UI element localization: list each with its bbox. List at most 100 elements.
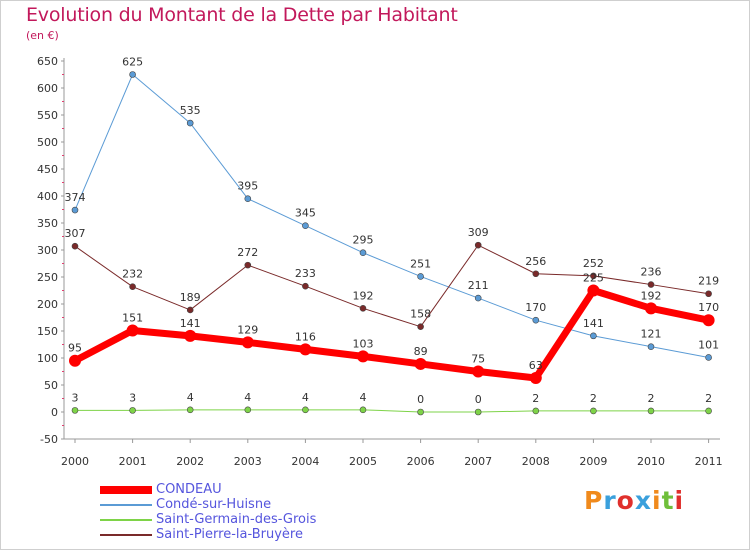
data-point-2-11 [705,407,712,415]
data-point-2-10 [647,407,655,415]
chart-title: Evolution du Montant de la Dette par Hab… [26,4,458,26]
data-label-0-9: 225 [583,272,604,285]
data-label-3-11: 219 [698,275,719,288]
data-point-0-3 [241,336,254,349]
data-point-2-6 [417,408,424,416]
logo-letter: x [634,486,652,515]
data-point-2-4 [302,406,309,414]
data-label-1-11: 101 [698,338,719,351]
legend-label-0: CONDEAU [156,482,222,497]
data-label-0-0: 95 [68,342,82,355]
data-point-1-11 [705,354,712,361]
y-tick-label-650: 650 [37,55,58,68]
legend-swatch-0 [100,485,152,494]
data-point-3-2 [186,306,194,314]
data-point-1-9 [590,332,597,340]
proxiti-logo: Proxiti [584,486,684,515]
data-label-2-1: 3 [129,391,136,404]
data-point-0-4 [299,343,312,356]
data-label-3-1: 232 [122,268,143,281]
data-point-3-10 [647,281,655,288]
data-label-1-9: 141 [583,317,604,330]
data-point-1-8 [532,316,540,324]
data-label-0-10: 192 [641,289,662,302]
logo-letter: o [616,486,635,515]
data-point-3-1 [129,283,136,291]
y-tick-label-400: 400 [37,190,58,203]
logo-letter: t [661,486,675,515]
data-label-0-2: 141 [180,317,201,330]
data-label-0-1: 151 [122,311,143,324]
data-point-1-7 [474,294,482,302]
data-label-1-2: 535 [180,104,201,117]
data-label-2-8: 2 [532,392,539,405]
data-point-3-5 [359,305,367,312]
data-point-0-0 [69,354,81,367]
y-tick-label-550: 550 [37,109,58,122]
data-point-3-9 [590,272,597,280]
y-tick-label-250: 250 [37,271,58,284]
y-tick-label-150: 150 [37,325,58,338]
x-tick-label-2008: 2008 [522,455,550,468]
data-point-1-1 [129,71,136,78]
data-point-2-2 [186,406,194,414]
y-tick-label-0: 0 [51,406,58,419]
data-point-2-5 [359,406,367,414]
data-label-1-5: 295 [353,234,374,247]
data-label-1-10: 121 [641,328,662,341]
logo-letter: i [652,486,662,515]
data-label-3-6: 158 [410,308,431,321]
data-point-2-3 [244,406,252,414]
data-label-3-10: 236 [641,266,662,279]
x-tick-label-2002: 2002 [176,455,204,468]
x-tick-label-2006: 2006 [407,455,435,468]
y-tick-label-350: 350 [37,217,58,230]
data-label-1-7: 211 [468,279,489,292]
data-point-0-5 [357,350,369,363]
series-line-2 [75,409,709,413]
data-label-3-7: 309 [468,226,489,239]
data-label-3-3: 272 [237,246,258,259]
data-point-3-8 [532,270,540,278]
data-label-3-8: 256 [525,255,546,268]
legend-swatch-1 [100,503,152,506]
data-label-3-0: 307 [65,227,86,240]
x-tick-label-2010: 2010 [637,455,665,468]
data-point-1-6 [417,273,424,280]
chart-unit-label: (en €) [26,29,59,42]
data-label-3-9: 252 [583,257,604,270]
data-label-3-2: 189 [180,291,201,304]
data-label-2-2: 4 [187,391,194,404]
data-label-1-4: 345 [295,207,316,220]
data-label-2-11: 2 [705,392,712,405]
y-tick-label--50: -50 [40,433,58,446]
legend-label-1: Condé-sur-Huisne [156,497,272,512]
data-point-0-2 [184,329,197,342]
x-tick-label-2004: 2004 [291,455,319,468]
data-label-2-7: 0 [475,393,482,406]
data-label-2-9: 2 [590,392,597,405]
logo-letter: i [674,486,685,515]
logo-letter: r [603,486,617,515]
y-tick-label-200: 200 [37,298,58,311]
data-point-3-3 [244,261,252,269]
data-label-0-4: 116 [295,330,316,343]
legend-swatch-3 [100,533,152,536]
data-point-1-0 [71,206,79,214]
y-tick-label-500: 500 [37,136,58,149]
series-line-3 [74,244,709,328]
x-tick-label-2000: 2000 [61,455,89,468]
data-label-1-8: 170 [525,301,546,314]
data-point-1-10 [647,343,655,350]
x-tick-label-2007: 2007 [464,455,492,468]
data-point-3-4 [302,282,309,290]
data-label-2-0: 3 [72,391,79,404]
x-tick-label-2011: 2011 [695,455,723,468]
legend-label-3: Saint-Pierre-la-Bruyère [156,527,303,542]
x-tick-label-2001: 2001 [119,455,147,468]
data-label-1-6: 251 [410,257,431,270]
x-tick-label-2009: 2009 [579,455,607,468]
x-tick-label-2003: 2003 [234,455,262,468]
data-point-3-11 [705,290,712,298]
data-label-1-3: 395 [237,180,258,193]
